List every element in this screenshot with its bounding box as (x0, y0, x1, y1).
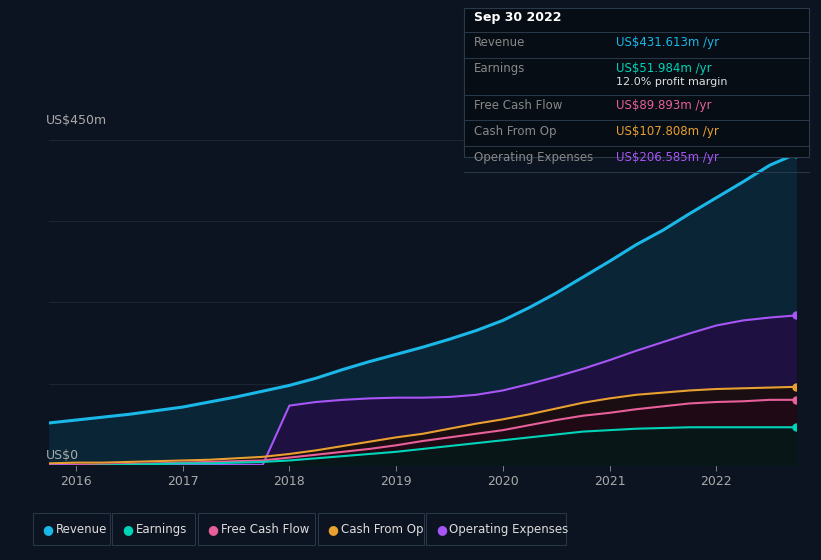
Text: Revenue: Revenue (474, 36, 525, 49)
Text: ●: ● (208, 522, 218, 536)
Text: ●: ● (436, 522, 447, 536)
Text: ●: ● (43, 522, 53, 536)
Text: US$107.808m /yr: US$107.808m /yr (616, 125, 718, 138)
Text: ●: ● (328, 522, 338, 536)
Text: US$450m: US$450m (45, 114, 107, 127)
Text: Operating Expenses: Operating Expenses (474, 151, 593, 164)
Text: US$0: US$0 (45, 449, 79, 461)
Text: Sep 30 2022: Sep 30 2022 (474, 11, 562, 24)
Text: US$206.585m /yr: US$206.585m /yr (616, 151, 718, 164)
Text: Cash From Op: Cash From Op (341, 522, 423, 536)
Text: Free Cash Flow: Free Cash Flow (474, 99, 562, 112)
Text: Operating Expenses: Operating Expenses (449, 522, 568, 536)
Text: US$51.984m /yr: US$51.984m /yr (616, 62, 711, 75)
Text: ●: ● (122, 522, 133, 536)
Text: US$89.893m /yr: US$89.893m /yr (616, 99, 711, 112)
Text: Earnings: Earnings (474, 62, 525, 75)
Text: Revenue: Revenue (56, 522, 108, 536)
Text: US$431.613m /yr: US$431.613m /yr (616, 36, 719, 49)
Text: 12.0% profit margin: 12.0% profit margin (616, 77, 727, 87)
Text: Cash From Op: Cash From Op (474, 125, 556, 138)
Text: Free Cash Flow: Free Cash Flow (221, 522, 310, 536)
Text: Earnings: Earnings (135, 522, 187, 536)
